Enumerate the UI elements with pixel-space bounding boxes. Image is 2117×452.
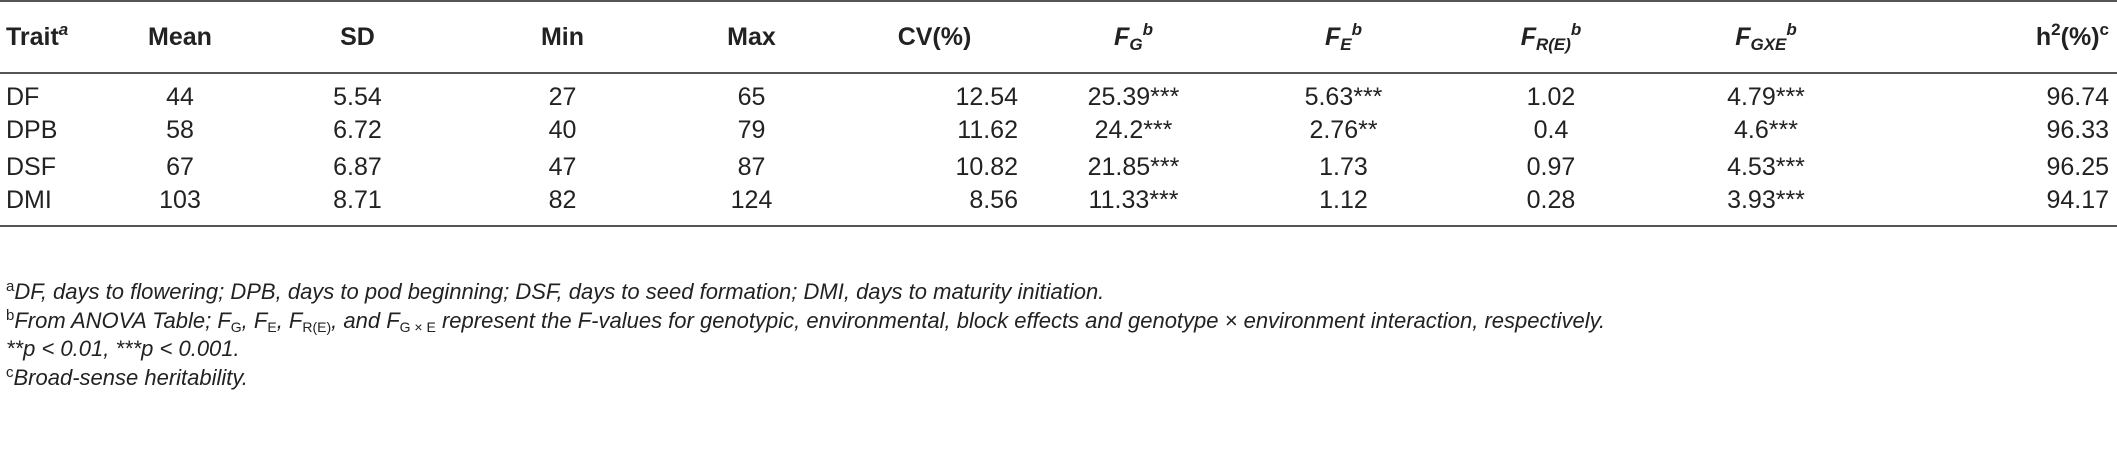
cell-fg: 21.85*** — [1087, 153, 1180, 181]
footnote-b: bFrom ANOVA Table; FG, FE, FR(E), and FG… — [6, 306, 1606, 335]
footnote-a: aDF, days to flowering; DPB, days to pod… — [6, 278, 1105, 304]
cell-trait: DPB — [6, 116, 58, 144]
cell-mean: 44 — [166, 83, 194, 111]
cell-heritability: 94.17 — [1876, 186, 2117, 227]
cell-mean: 58 — [166, 116, 194, 144]
cell-sd: 8.71 — [250, 186, 465, 227]
cell-max: 79 — [737, 116, 766, 144]
cell-fe: 1.73 — [1319, 153, 1368, 181]
header-min: Min — [465, 0, 660, 74]
cell-min: 27 — [548, 83, 577, 111]
header-fgxe: FGXEb — [1656, 0, 1876, 74]
traits-table: Traita Mean SD Min Max CV(%) FGb FEb FR(… — [0, 0, 2117, 227]
header-trait: Traita — [0, 0, 110, 74]
cell-fgxe: 4.6*** — [1734, 116, 1798, 144]
table-footnotes: aDF, days to flowering; DPB, days to pod… — [6, 278, 2111, 392]
cell-trait: DSF — [6, 153, 56, 181]
table-row: DMI 103 8.71 82 124 8.56 11.33*** 1.12 0… — [0, 186, 2117, 227]
cell-fre: 0.28 — [1446, 186, 1656, 227]
header-max: Max — [660, 0, 843, 74]
table-row: DPB 58 6.72 40 79 11.62 24.2*** 2.76** 0… — [0, 112, 2117, 149]
cell-trait: DMI — [0, 186, 110, 227]
cell-fg: 24.2*** — [1094, 116, 1173, 144]
cell-mean: 103 — [110, 186, 250, 227]
cell-fe: 1.12 — [1241, 186, 1446, 227]
cell-min: 82 — [465, 186, 660, 227]
cell-sd: 5.54 — [333, 83, 382, 111]
cell-sd: 6.72 — [333, 116, 382, 144]
cell-cv: 12.54 — [955, 83, 1018, 111]
cell-max: 87 — [737, 153, 766, 181]
cell-heritability: 96.33 — [2046, 116, 2109, 144]
cell-fgxe: 4.79*** — [1727, 83, 1805, 111]
cell-heritability: 96.74 — [2046, 83, 2109, 111]
cell-cv: 10.82 — [955, 153, 1018, 181]
cell-fe: 5.63*** — [1304, 83, 1383, 111]
cell-fg: 11.33*** — [1026, 186, 1241, 227]
cell-fre: 1.02 — [1526, 83, 1576, 111]
cell-fgxe: 4.53*** — [1727, 153, 1805, 181]
table-header-row: Traita Mean SD Min Max CV(%) FGb FEb FR(… — [0, 0, 2117, 74]
table-row: DSF 67 6.87 47 87 10.82 21.85*** 1.73 0.… — [0, 149, 2117, 186]
cell-fg: 25.39*** — [1087, 83, 1180, 111]
cell-max: 124 — [660, 186, 843, 227]
cell-cv: 11.62 — [957, 116, 1018, 144]
cell-fe: 2.76** — [1309, 116, 1378, 144]
header-heritability: h2(%)c — [1876, 0, 2117, 74]
cell-min: 47 — [548, 153, 577, 181]
header-sd: SD — [250, 0, 465, 74]
cell-max: 65 — [737, 83, 766, 111]
cell-mean: 67 — [166, 153, 194, 181]
header-fre: FR(E)b — [1446, 0, 1656, 74]
cell-cv: 8.56 — [843, 186, 1026, 227]
cell-trait: DF — [6, 83, 40, 111]
header-cv: CV(%) — [843, 0, 1026, 74]
header-fg: FGb — [1026, 0, 1241, 74]
cell-min: 40 — [548, 116, 577, 144]
cell-fre: 0.97 — [1526, 153, 1576, 181]
cell-fgxe: 3.93*** — [1656, 186, 1876, 227]
table-row: DF 44 5.54 27 65 12.54 25.39*** 5.63*** … — [0, 73, 2117, 112]
footnote-c: cBroad-sense heritability. — [6, 363, 248, 390]
cell-heritability: 96.25 — [2046, 153, 2109, 181]
header-fe: FEb — [1241, 0, 1446, 74]
footnote-significance: **p < 0.01, ***p < 0.001. — [6, 336, 240, 361]
cell-fre: 0.4 — [1533, 116, 1569, 144]
cell-sd: 6.87 — [333, 153, 382, 181]
header-mean: Mean — [110, 0, 250, 74]
